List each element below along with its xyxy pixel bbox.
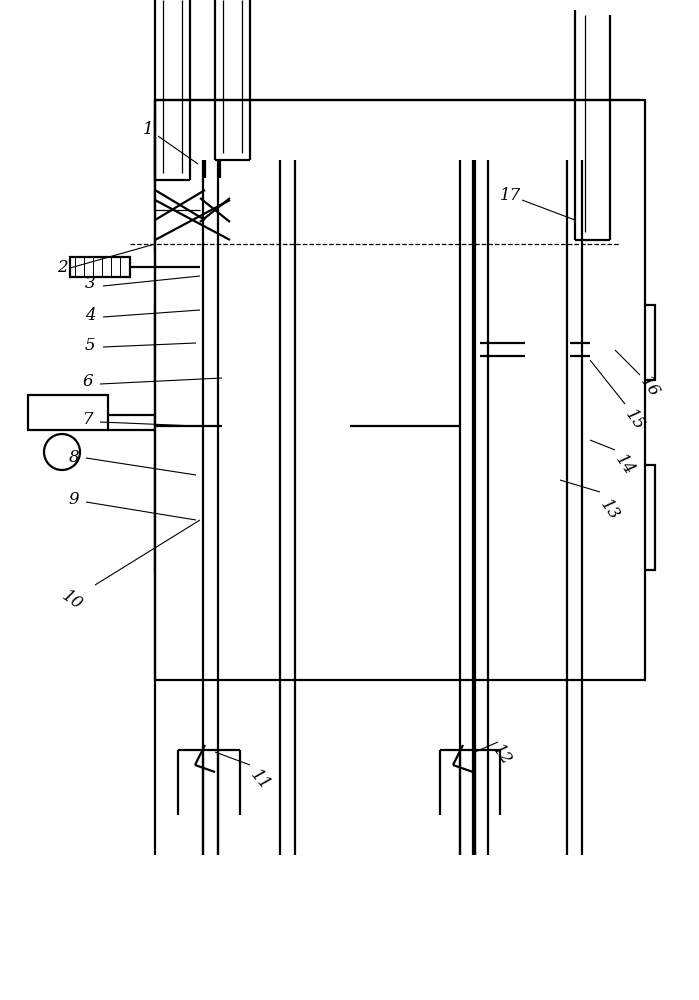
Bar	[590, 282, 635, 304]
Bar	[255, 238, 271, 248]
Bar	[230, 238, 250, 250]
Bar	[560, 305, 655, 380]
Text: 6: 6	[82, 373, 93, 390]
Bar	[460, 475, 515, 487]
Bar	[196, 416, 222, 430]
Bar	[525, 342, 570, 364]
Text: 3: 3	[85, 275, 95, 292]
Bar	[70, 257, 130, 277]
Bar	[196, 571, 222, 585]
Text: 16: 16	[637, 373, 663, 401]
Bar	[455, 305, 550, 380]
Bar	[563, 518, 589, 532]
Bar	[155, 120, 255, 210]
Bar	[585, 236, 607, 248]
Bar	[222, 335, 277, 347]
Bar	[196, 188, 222, 200]
Bar	[200, 236, 225, 252]
Bar	[525, 282, 570, 304]
Bar	[563, 571, 589, 585]
Bar	[155, 100, 645, 680]
Bar	[456, 296, 482, 310]
Bar	[276, 264, 302, 276]
Bar	[456, 336, 482, 350]
Bar	[276, 571, 302, 585]
Bar	[456, 571, 482, 585]
Bar	[196, 468, 222, 482]
Bar	[418, 420, 460, 432]
Bar	[200, 284, 230, 300]
Text: 9: 9	[69, 491, 79, 508]
Bar	[563, 296, 589, 310]
Bar	[276, 296, 302, 310]
Bar	[28, 395, 108, 430]
Bar	[276, 416, 302, 430]
Bar	[518, 238, 538, 250]
Bar	[195, 178, 225, 190]
Bar	[460, 335, 515, 347]
Bar	[540, 238, 556, 248]
Bar	[276, 376, 302, 390]
Bar	[275, 305, 370, 380]
Bar	[456, 468, 482, 482]
Bar	[196, 518, 222, 532]
Bar	[276, 518, 302, 532]
Bar	[222, 373, 277, 385]
Bar	[276, 336, 302, 350]
Bar	[155, 420, 197, 432]
Text: 17: 17	[499, 186, 521, 204]
Bar	[455, 465, 550, 570]
Bar	[196, 152, 222, 164]
Bar	[200, 198, 230, 222]
Bar	[460, 373, 515, 385]
Bar	[563, 376, 589, 390]
Bar	[490, 346, 510, 360]
Bar	[456, 416, 482, 430]
Bar	[563, 336, 589, 350]
Bar	[222, 475, 277, 487]
Text: 10: 10	[59, 587, 85, 613]
Bar	[222, 335, 277, 347]
Text: 8: 8	[69, 450, 79, 466]
Bar	[460, 335, 515, 347]
Bar	[456, 518, 482, 532]
Bar	[200, 262, 230, 280]
Bar	[276, 226, 302, 238]
Bar	[615, 234, 640, 248]
Bar	[222, 420, 277, 432]
Bar	[155, 236, 195, 252]
Text: 1: 1	[143, 121, 153, 138]
Bar	[196, 376, 222, 390]
Bar	[490, 282, 520, 300]
Bar	[493, 236, 518, 252]
Text: 7: 7	[82, 412, 93, 428]
Text: 2: 2	[57, 259, 67, 276]
Bar	[196, 336, 222, 350]
Text: 13: 13	[597, 496, 623, 524]
Text: 14: 14	[612, 451, 638, 479]
Bar	[590, 342, 635, 364]
Text: 12: 12	[489, 741, 515, 769]
Text: 11: 11	[247, 766, 273, 794]
Bar	[456, 376, 482, 390]
Bar	[196, 264, 222, 276]
Bar	[275, 465, 370, 570]
Bar	[563, 468, 589, 482]
Bar	[155, 465, 250, 570]
Bar	[560, 465, 655, 570]
Bar	[250, 178, 270, 190]
Bar	[276, 468, 302, 482]
Text: 4: 4	[85, 306, 95, 324]
Bar	[196, 226, 222, 238]
Bar	[558, 236, 583, 250]
Text: 15: 15	[622, 406, 648, 434]
Bar	[196, 296, 222, 310]
Text: 5: 5	[85, 336, 95, 354]
Bar	[275, 120, 375, 210]
Bar	[563, 416, 589, 430]
Bar	[155, 305, 250, 380]
